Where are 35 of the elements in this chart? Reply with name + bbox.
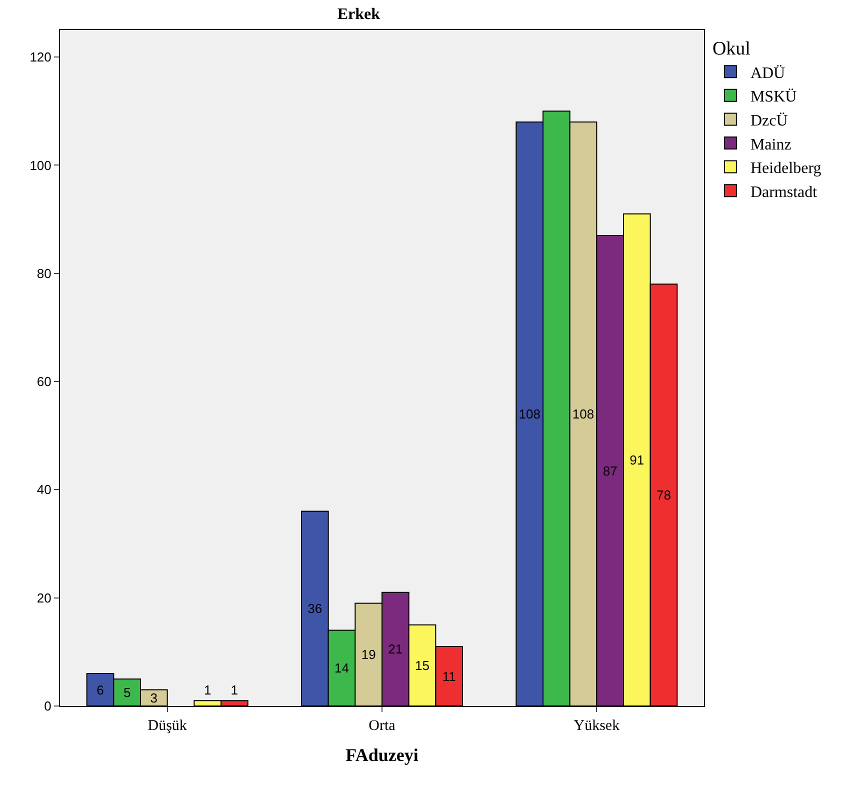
x-tick-label: Düşük xyxy=(148,718,188,734)
legend-label: MSKÜ xyxy=(750,88,798,106)
data-label: 1 xyxy=(204,682,212,698)
legend-label: Darmstadt xyxy=(750,184,818,201)
data-label: 87 xyxy=(602,463,618,478)
chart-title: Erkek xyxy=(337,6,380,24)
data-label: 108 xyxy=(572,406,594,422)
data-label: 36 xyxy=(308,601,322,616)
data-label: 108 xyxy=(518,406,540,422)
y-tick-label: 0 xyxy=(44,698,52,714)
y-tick-label: 120 xyxy=(30,50,52,65)
data-label: 5 xyxy=(123,684,131,700)
data-label: 1 xyxy=(230,682,238,698)
data-label: 91 xyxy=(630,452,644,468)
data-label: 6 xyxy=(96,682,104,698)
legend-title: Okul xyxy=(712,38,750,60)
legend-label: Heidelberg xyxy=(750,160,822,178)
y-tick-label: 40 xyxy=(36,482,52,498)
y-tick-label: 100 xyxy=(30,158,52,173)
y-tick-label: 80 xyxy=(36,266,52,281)
data-label: 15 xyxy=(415,658,430,673)
x-axis-title: FAduzeyi xyxy=(346,745,418,766)
x-tick-label: Orta xyxy=(368,718,396,734)
data-label: 78 xyxy=(656,488,671,503)
data-label: 14 xyxy=(334,660,349,676)
data-label: 11 xyxy=(442,668,456,684)
data-label: 3 xyxy=(150,690,158,706)
y-tick-label: 20 xyxy=(36,590,52,606)
legend-label: Mainz xyxy=(750,136,792,154)
data-label: 21 xyxy=(388,642,403,657)
legend-label: ADÜ xyxy=(750,64,786,82)
y-tick-label: 60 xyxy=(36,374,52,390)
legend-label: DzcÜ xyxy=(750,112,788,130)
x-tick-label: Yüksek xyxy=(574,718,620,734)
data-label: 19 xyxy=(361,647,376,662)
